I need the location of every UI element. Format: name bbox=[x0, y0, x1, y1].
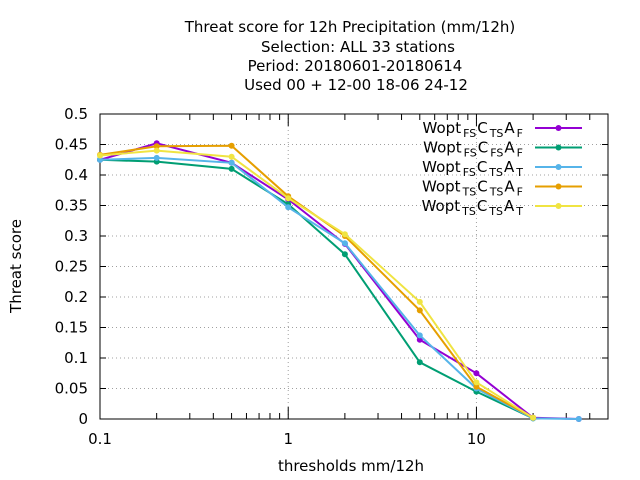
y-tick-label: 0 bbox=[78, 410, 88, 428]
title-line-4: Used 00 + 12-00 18-06 24-12 bbox=[244, 76, 468, 94]
data-point bbox=[416, 332, 423, 339]
data-point bbox=[341, 231, 348, 238]
data-point bbox=[575, 416, 582, 422]
data-point bbox=[153, 147, 160, 154]
data-point bbox=[416, 359, 423, 366]
axes: 0 0.05 0.1 0.15 0.2 0.25 0.3 0.35 0.4 0.45 0.5 0.1 1… bbox=[55, 105, 609, 448]
data-point bbox=[341, 240, 348, 247]
data-point bbox=[285, 195, 292, 202]
y-tick-label: 0.25 bbox=[55, 258, 88, 276]
y-tick-label: 0.05 bbox=[55, 380, 88, 398]
legend-label-3: Wopt FSC TSA T bbox=[422, 158, 523, 179]
data-point bbox=[153, 143, 160, 150]
y-tick-label: 0.1 bbox=[64, 349, 88, 367]
y-tick-label: 0.3 bbox=[64, 227, 88, 245]
legend-label-5: Wopt TSC TSA T bbox=[422, 197, 524, 218]
legend-marker-1 bbox=[555, 125, 562, 131]
data-point bbox=[228, 153, 235, 160]
y-tick-label: 0.45 bbox=[55, 136, 88, 154]
data-point bbox=[416, 307, 423, 314]
x-tick-label: 0.1 bbox=[88, 430, 112, 448]
y-tick-label: 0.15 bbox=[55, 319, 88, 337]
data-point bbox=[473, 379, 480, 386]
legend-marker-3 bbox=[555, 164, 562, 170]
legend-marker-5 bbox=[555, 203, 562, 209]
data-point bbox=[416, 336, 423, 343]
data-point bbox=[97, 156, 103, 163]
y-axis-label: Threat score bbox=[7, 219, 25, 314]
legend-label-4: Wopt TSC TSA F bbox=[422, 178, 523, 199]
data-point bbox=[530, 414, 537, 421]
data-point bbox=[153, 154, 160, 161]
y-tick-label: 0.4 bbox=[64, 166, 88, 184]
y-tick-label: 0.35 bbox=[55, 197, 88, 215]
legend-marker-2 bbox=[555, 144, 562, 151]
data-point bbox=[97, 152, 103, 159]
data-point bbox=[228, 165, 235, 172]
legend-label-2: Wopt FSC FSA F bbox=[423, 139, 523, 160]
data-point bbox=[416, 298, 423, 305]
plot-frame bbox=[99, 113, 609, 420]
x-tick-label: 10 bbox=[467, 430, 486, 448]
data-point bbox=[341, 251, 348, 258]
data-point bbox=[473, 370, 480, 377]
title-line-2: Selection: ALL 33 stations bbox=[261, 38, 455, 56]
legend-label-1: Wopt FSC TSA F bbox=[423, 119, 523, 140]
title-line-1: Threat score for 12h Precipitation (mm/1… bbox=[184, 18, 516, 36]
data-point bbox=[228, 159, 235, 166]
y-tick-label: 0.5 bbox=[64, 105, 88, 123]
series-line-2 bbox=[99, 158, 534, 420]
legend-marker-4 bbox=[555, 183, 562, 190]
data-point bbox=[473, 383, 480, 390]
title-line-3: Period: 20180601-20180614 bbox=[248, 57, 463, 75]
series-line-5 bbox=[99, 149, 534, 419]
x-tick-label: 1 bbox=[283, 430, 293, 448]
series bbox=[97, 140, 582, 422]
data-point bbox=[285, 204, 292, 211]
x-axis-label: thresholds mm/12h bbox=[278, 457, 424, 475]
y-tick-label: 0.2 bbox=[64, 288, 88, 306]
chart-title: Threat score for 12h Precipitation (mm/1… bbox=[184, 18, 516, 94]
data-point bbox=[228, 142, 235, 149]
